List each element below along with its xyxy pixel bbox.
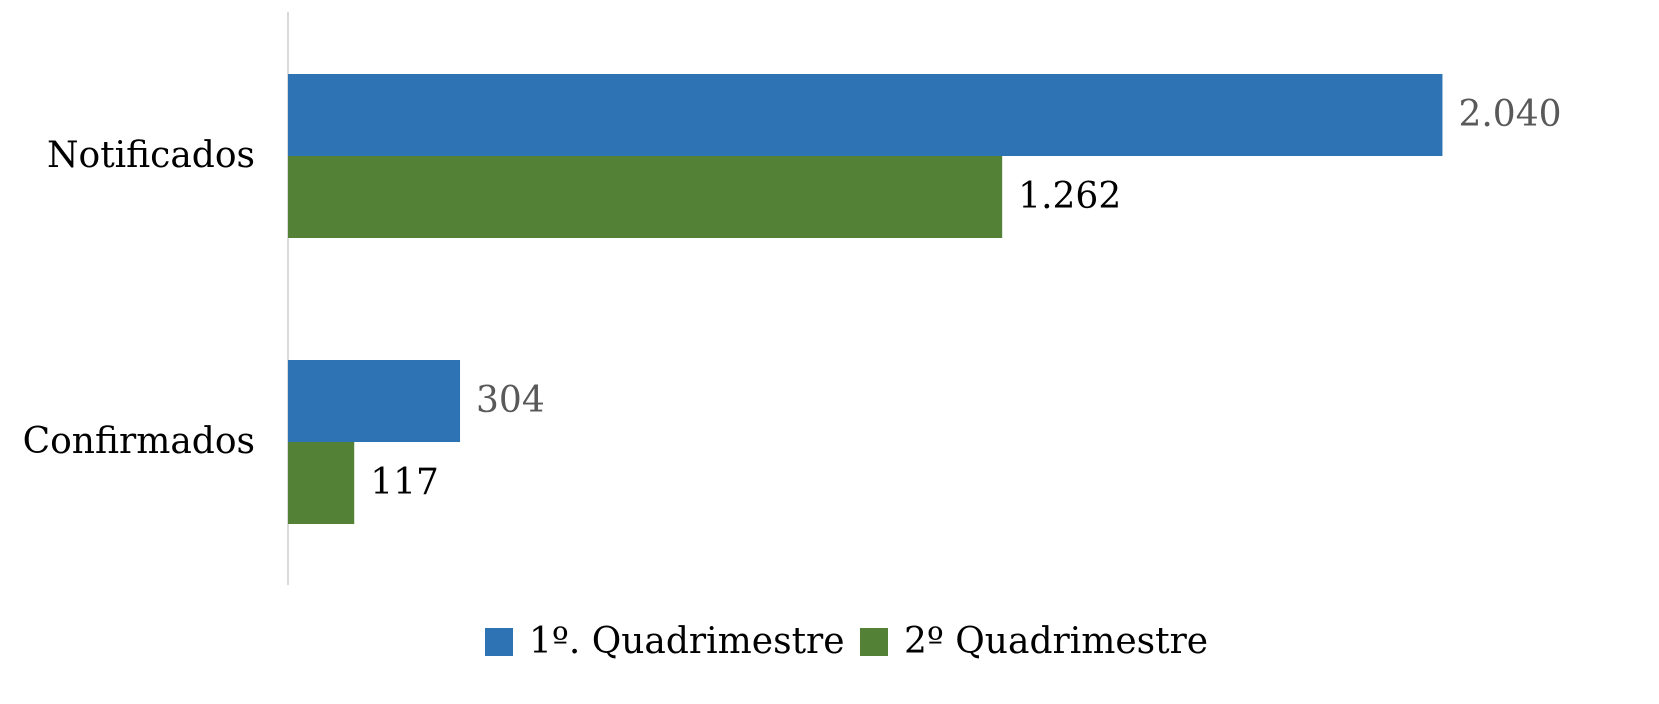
value-label: 2.040	[1458, 94, 1561, 135]
legend-swatch	[485, 628, 513, 656]
bar	[288, 442, 355, 524]
value-label: 304	[476, 380, 545, 421]
value-label: 117	[370, 462, 439, 503]
bar	[288, 360, 461, 442]
value-label: 1.262	[1018, 176, 1121, 217]
category-label: Confirmados	[23, 421, 255, 462]
category-label: Notificados	[47, 135, 255, 176]
legend-label: 1º. Quadrimestre	[529, 621, 845, 662]
bar	[288, 156, 1003, 238]
bar	[288, 74, 1443, 156]
legend-label: 2º Quadrimestre	[904, 621, 1208, 662]
legend-swatch	[860, 628, 888, 656]
